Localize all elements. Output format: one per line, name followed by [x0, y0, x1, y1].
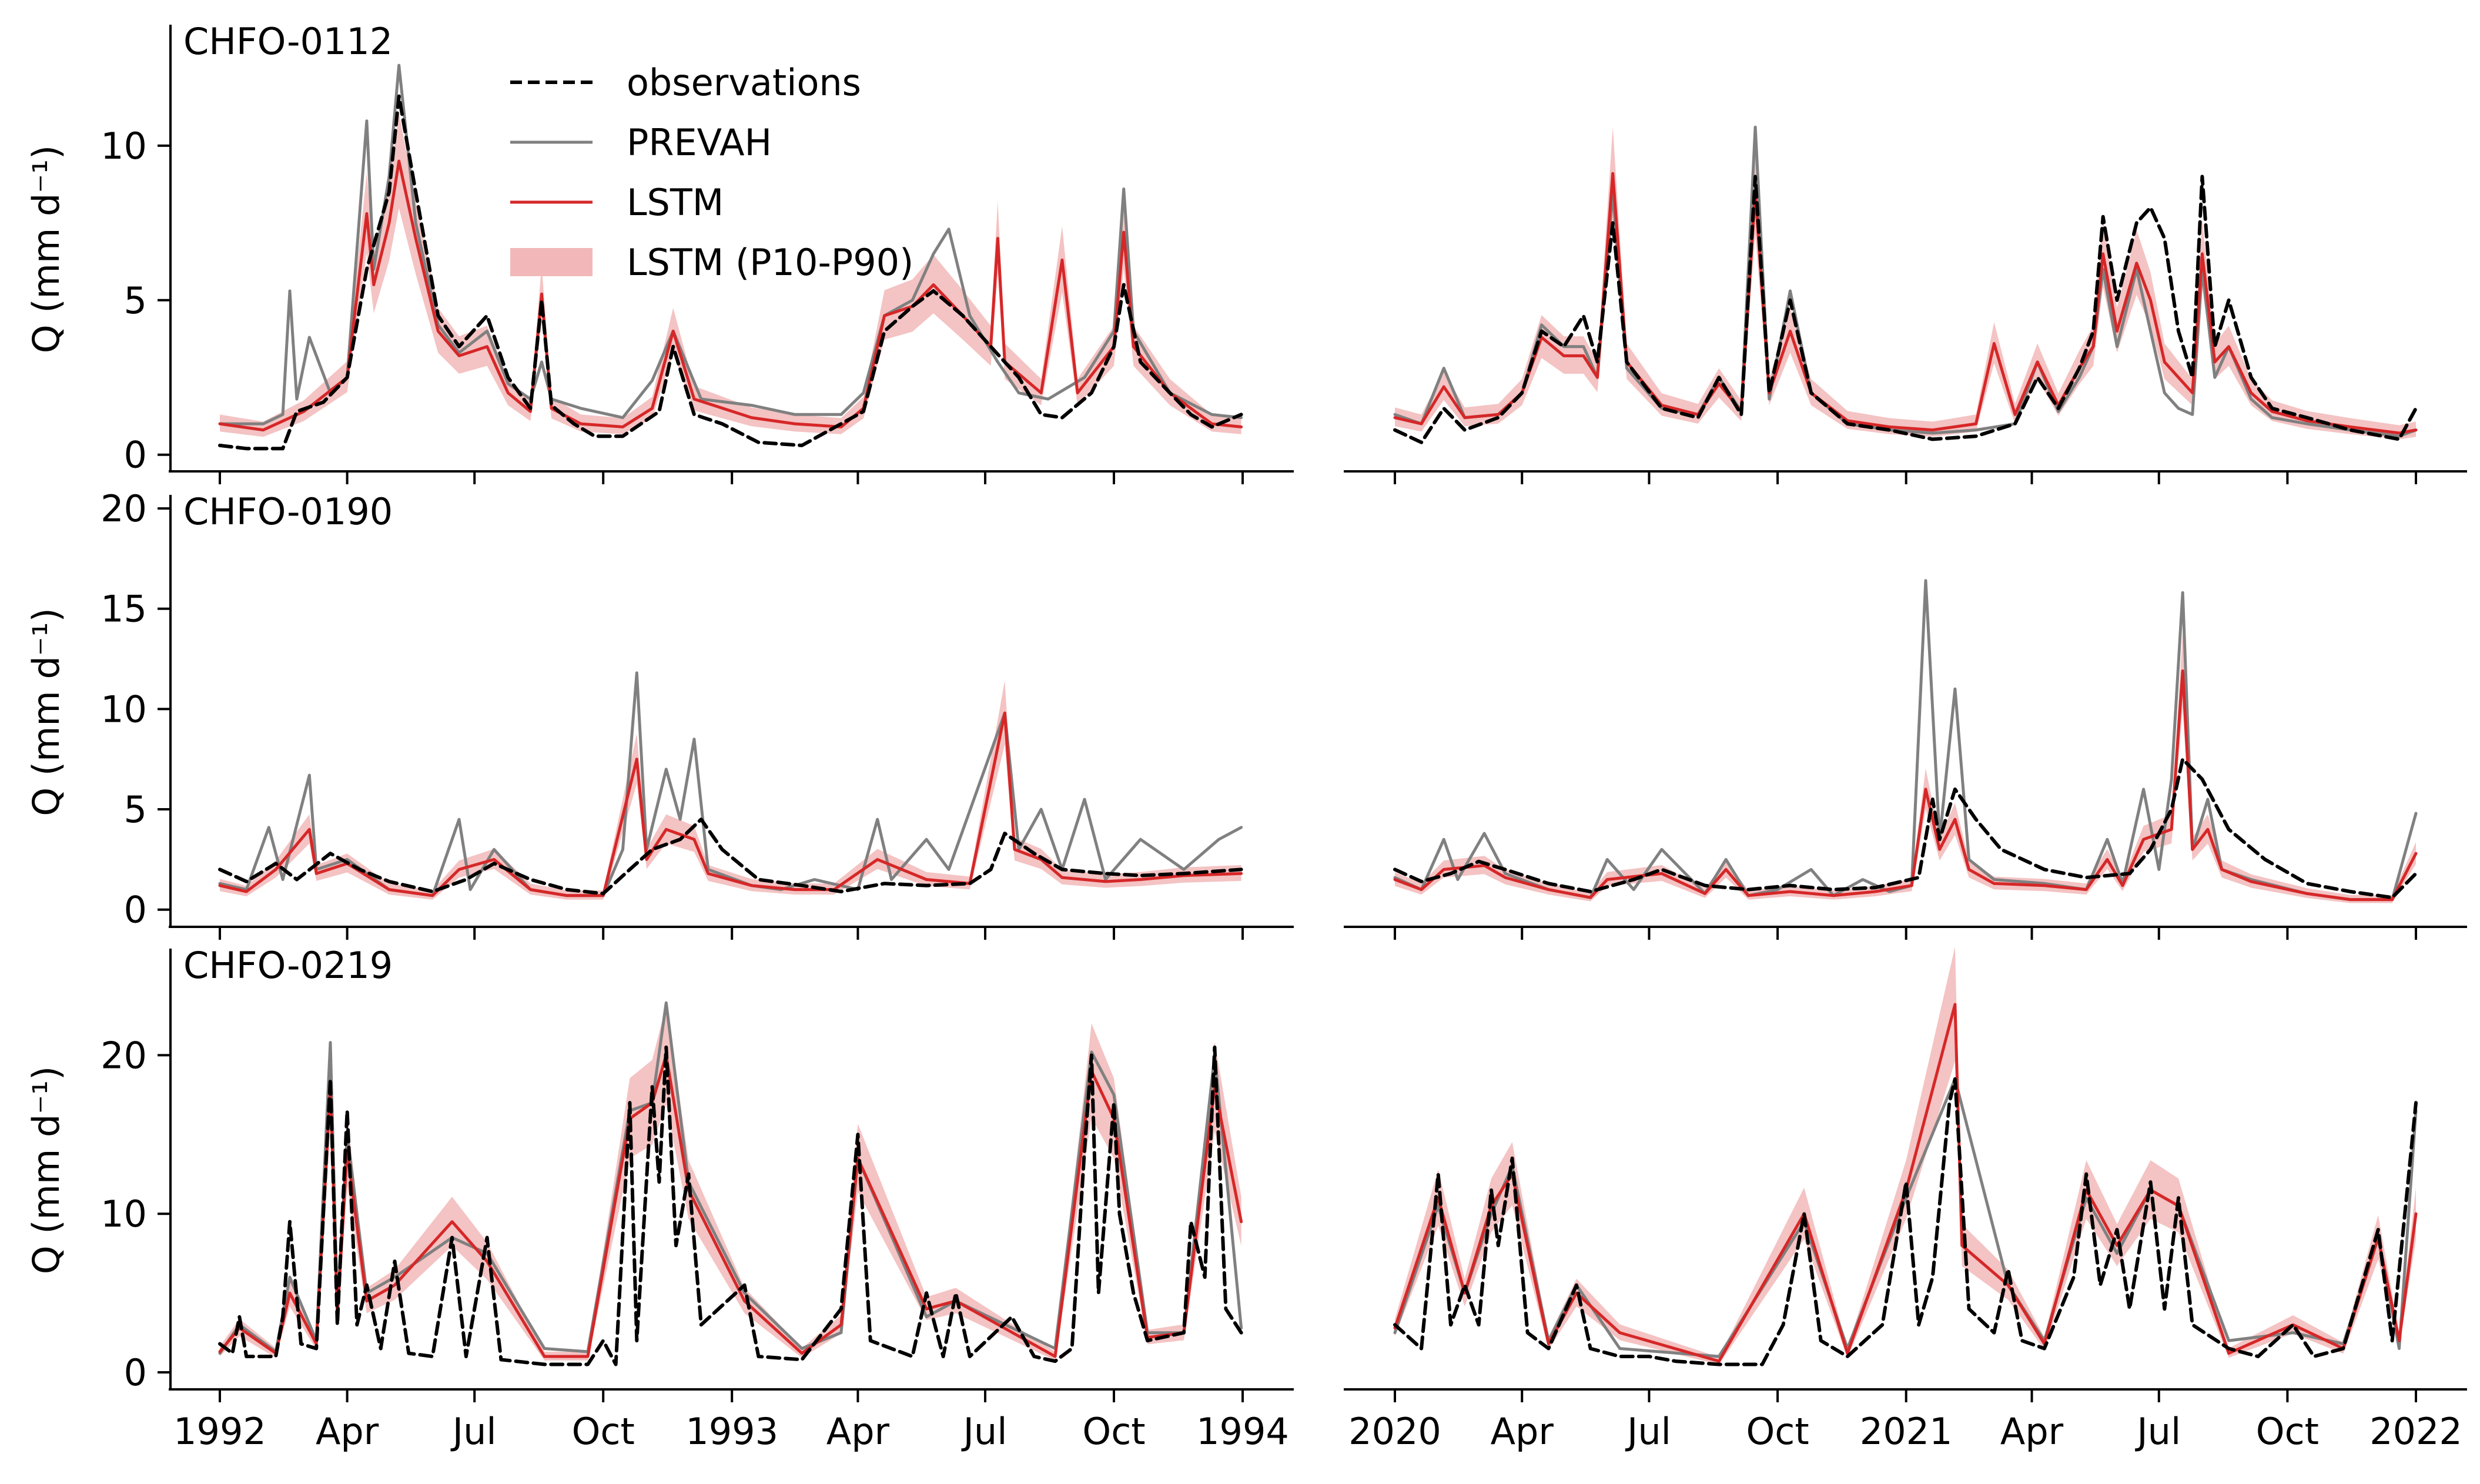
chfo-0219-p1-y-tick-label-0: 0 — [124, 1351, 147, 1394]
chfo-0112-p1-station-label: CHFO-0112 — [183, 20, 393, 63]
legend-label-prevah: PREVAH — [627, 121, 772, 164]
chfo-0112-p1-y-tick-label-2: 10 — [101, 125, 147, 168]
chfo-0112-p1-observations-line — [218, 94, 1243, 451]
chfo-0219-p1-x-tick-label-5: Apr — [826, 1410, 890, 1453]
chfo-0219-p1-x-tick-label-4: 1993 — [685, 1410, 778, 1453]
chfo-0219-p2-x-tick-label-6: Jul — [2134, 1410, 2181, 1453]
chfo-0112-p2-lstm-band — [1395, 126, 2416, 440]
chfo-0219-p2-observations-line — [1393, 1077, 2418, 1366]
legend-label-lstm-p10-p90: LSTM (P10-P90) — [627, 241, 913, 284]
chfo-0190-p1-y-tick-label-3: 15 — [101, 588, 147, 631]
chfo-0190-p1-y-tick-label-2: 10 — [101, 688, 147, 731]
chfo-0219-p2-x-tick-label-0: 2020 — [1348, 1410, 1441, 1453]
chfo-0112-p2-prevah-line — [1393, 125, 2418, 438]
chfo-0219-p1-lstm-band — [220, 1005, 1241, 1361]
chfo-0219-p1-y-tick-label-2: 20 — [101, 1034, 147, 1077]
chfo-0219-p1-y-tick-label-1: 10 — [101, 1192, 147, 1235]
chfo-0219-p2-x-tick-label-4: 2021 — [1860, 1410, 1953, 1453]
chfo-0190-p1-prevah-line — [218, 671, 1243, 897]
chfo-0219-p1-x-tick-label-8: 1994 — [1196, 1410, 1289, 1453]
chfo-0190-p1-lstm-band — [220, 680, 1241, 900]
chfo-0112-p2-observations-line — [1393, 175, 2418, 444]
chfo-0219-p1-x-tick-label-6: Jul — [961, 1410, 1008, 1453]
chfo-0219-p1-x-tick-label-3: Oct — [572, 1410, 635, 1453]
chfo-0219-p2-x-tick-label-2: Jul — [1625, 1410, 1671, 1453]
chfo-0219-p1-y-axis-label: Q (mm d⁻¹) — [25, 1066, 68, 1274]
chfo-0219-p2-lstm-band — [1395, 947, 2416, 1365]
chfo-0190-p1-y-tick-label-1: 5 — [124, 788, 147, 831]
chfo-0112-p1-lstm-line — [218, 159, 1243, 432]
chfo-0219-p2-x-tick-label-5: Apr — [2000, 1410, 2064, 1453]
chfo-0112-p1-prevah-line — [218, 63, 1243, 426]
chfo-0190-p1-lstm-line — [218, 711, 1243, 897]
chfo-0190-p2-lstm-band — [1395, 632, 2416, 903]
legend-label-observations: observations — [627, 61, 861, 104]
chfo-0219-p1-x-tick-label-7: Oct — [1082, 1410, 1145, 1453]
chfo-0219-p1-x-tick-label-1: Apr — [316, 1410, 379, 1453]
chfo-0219-p2-x-tick-label-7: Oct — [2256, 1410, 2319, 1453]
chfo-0190-p1-y-tick-label-0: 0 — [124, 889, 147, 932]
chfo-0219-p1-station-label: CHFO-0219 — [183, 944, 393, 987]
chfo-0190-p2-observations-line — [1393, 757, 2418, 900]
chfo-0219-p1-observations-line — [218, 1045, 1243, 1366]
legend-label-lstm: LSTM — [627, 181, 724, 224]
chfo-0190-p2-lstm-line — [1393, 669, 2418, 902]
chfo-0219-p2-x-tick-label-1: Apr — [1491, 1410, 1554, 1453]
chfo-0112-p1-y-tick-label-0: 0 — [124, 434, 147, 477]
chfo-0112-p2-lstm-line — [1393, 172, 2418, 435]
legend-swatch-lstm-p10-p90 — [510, 248, 593, 276]
chfo-0190-p1-y-axis-label: Q (mm d⁻¹) — [25, 608, 68, 816]
chfo-0219-p1-x-tick-label-2: Jul — [450, 1410, 497, 1453]
chfo-0112-p1-y-axis-label: Q (mm d⁻¹) — [25, 145, 68, 353]
chfo-0112-p1-lstm-band — [220, 112, 1241, 437]
chfo-0190-p2-prevah-line — [1393, 579, 2418, 902]
chfo-0219-p1-x-tick-label-0: 1992 — [173, 1410, 266, 1453]
chfo-0219-p2-x-tick-label-3: Oct — [1746, 1410, 1809, 1453]
chfo-0112-p1-y-tick-label-1: 5 — [124, 279, 147, 322]
chfo-0190-p1-y-tick-label-4: 20 — [101, 487, 147, 530]
chfo-0190-p1-station-label: CHFO-0190 — [183, 490, 393, 533]
chfo-0190-p1-observations-line — [218, 818, 1243, 896]
chfo-0219-p2-x-tick-label-8: 2022 — [2369, 1410, 2462, 1453]
